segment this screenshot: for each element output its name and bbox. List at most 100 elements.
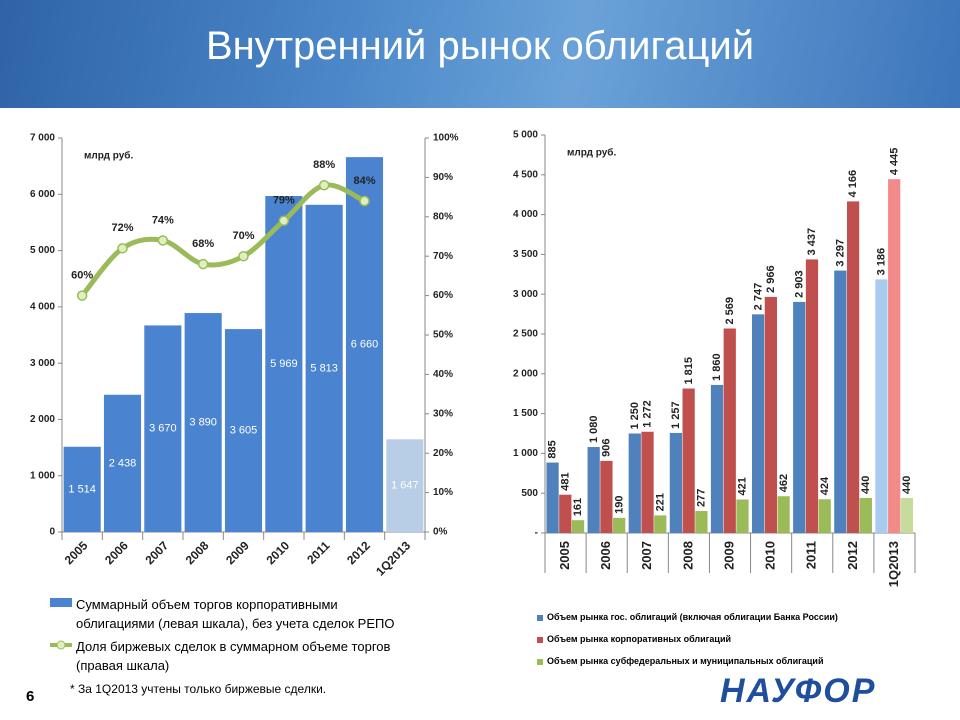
x-tick-label: 2011 (804, 541, 819, 569)
x-tick-label: 2007 (142, 538, 171, 567)
y2-tick-label: 30% (433, 408, 453, 419)
bar (723, 328, 736, 533)
y-tick-label: 1 000 (30, 470, 55, 481)
y-tick-label: 0 (49, 527, 55, 538)
y2-tick-label: 90% (433, 172, 453, 183)
line-marker (76, 290, 88, 301)
y-tick-label: 4 000 (513, 209, 538, 220)
legend-swatch (537, 637, 543, 643)
y2-tick-label: 100% (433, 133, 459, 144)
value-label: 3 605 (230, 424, 258, 436)
legend-label: Суммарный объем торгов корпоративными об… (76, 597, 395, 631)
value-label: 190 (613, 496, 625, 514)
bar (63, 446, 101, 532)
value-label: 277 (696, 489, 708, 507)
value-label: 84% (353, 175, 375, 187)
value-label: 421 (737, 477, 749, 495)
line-marker (278, 215, 290, 226)
value-label: 221 (654, 493, 666, 511)
bar (103, 394, 142, 532)
bar (888, 179, 901, 534)
y2-tick-label: 70% (433, 251, 453, 262)
value-label: 2 569 (724, 297, 736, 325)
x-tick-label: 1Q2013 (886, 541, 901, 587)
x-tick-label: 2010 (763, 541, 778, 570)
x-tick-label: 2006 (598, 541, 613, 570)
legend-swatch (537, 659, 543, 665)
bar (764, 296, 777, 533)
value-label: 1 514 (68, 483, 96, 495)
bar (628, 433, 641, 533)
bar (600, 460, 613, 533)
legend-swatch (537, 615, 543, 621)
bar (682, 388, 695, 533)
value-label: 3 297 (834, 239, 846, 267)
x-tick-label: 2007 (639, 541, 654, 570)
y-tick-label: 7 000 (30, 133, 55, 144)
value-label: 68% (192, 238, 214, 250)
value-label: 885 (547, 440, 559, 458)
value-label: 6 660 (351, 338, 379, 350)
bar (695, 510, 708, 533)
y-tick-label: 2 000 (513, 368, 538, 379)
bar (224, 329, 263, 532)
annotation: млрд руб. (84, 150, 133, 162)
value-label: 70% (232, 230, 254, 242)
value-label: 1 647 (391, 480, 419, 492)
bar (144, 325, 182, 532)
x-tick-label: 1Q2013 (373, 538, 413, 578)
bar (571, 520, 585, 533)
x-tick-label: 2008 (183, 538, 212, 567)
value-label: 5 969 (270, 358, 298, 370)
slide-title: Внутренний рынок облигаций (205, 24, 755, 68)
footnote: * За 1Q2013 учтены только биржевые сделк… (70, 682, 327, 696)
bar (613, 517, 626, 533)
x-tick-label: 2009 (721, 541, 736, 570)
value-label: 3 186 (876, 248, 888, 276)
value-label: 5 813 (310, 362, 338, 374)
bar (900, 497, 914, 533)
value-label: 4 445 (888, 148, 900, 176)
bar (793, 301, 806, 533)
y-tick-label: 1 000 (513, 448, 538, 459)
value-label: 1 080 (588, 416, 600, 444)
bar (818, 499, 831, 533)
bar (805, 259, 819, 533)
line-marker (117, 243, 128, 254)
bar (386, 439, 424, 532)
bar (305, 204, 343, 532)
bar (751, 314, 765, 533)
bar (587, 447, 600, 533)
value-label: 2 966 (765, 265, 777, 293)
bar (546, 462, 559, 533)
y2-tick-label: 60% (433, 290, 453, 301)
y-tick-label: 3 000 (30, 358, 55, 369)
y2-tick-label: 0% (433, 527, 448, 538)
legend-label: Объем рынка корпоративных облигаций (547, 634, 732, 644)
x-tick-label: 2011 (304, 538, 333, 567)
legend-label: Доля биржевых сделок в суммарном объеме … (76, 639, 391, 673)
bar (875, 279, 888, 533)
value-label: 79% (273, 195, 295, 207)
y2-tick-label: 80% (433, 211, 453, 222)
value-label: 424 (819, 476, 831, 495)
bar (736, 499, 749, 533)
legend-swatch (50, 598, 72, 607)
value-label: 481 (559, 472, 571, 490)
value-label: 60% (71, 270, 93, 282)
banner (0, 0, 960, 108)
bar (710, 384, 724, 533)
value-label: 2 903 (793, 270, 805, 298)
value-label: 4 166 (847, 170, 859, 198)
y-tick-label: 2 000 (30, 414, 55, 425)
logo: НАУФОР (720, 672, 877, 710)
y-tick-label: 1 500 (513, 408, 538, 419)
x-tick-label: 2005 (62, 538, 91, 567)
value-label: 1 272 (642, 400, 654, 428)
y-tick-label: 3 500 (513, 249, 538, 260)
value-label: 88% (313, 159, 335, 171)
value-label: 2 747 (752, 283, 764, 311)
y-tick-label: 500 (521, 488, 538, 499)
